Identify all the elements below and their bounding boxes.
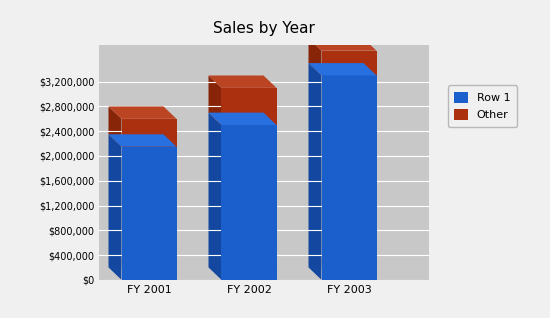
Polygon shape (208, 267, 277, 280)
Polygon shape (322, 75, 377, 280)
Polygon shape (108, 134, 122, 280)
Polygon shape (208, 75, 277, 88)
Legend: Row 1, Other: Row 1, Other (448, 85, 517, 127)
Polygon shape (309, 38, 377, 51)
Polygon shape (222, 125, 277, 280)
Polygon shape (108, 107, 122, 147)
Title: Sales by Year: Sales by Year (213, 21, 315, 36)
Polygon shape (309, 267, 377, 280)
Polygon shape (322, 51, 377, 75)
Polygon shape (208, 75, 222, 125)
Polygon shape (208, 113, 277, 125)
Polygon shape (309, 38, 322, 75)
Polygon shape (309, 63, 322, 280)
Polygon shape (86, 32, 99, 280)
Polygon shape (108, 267, 177, 280)
Polygon shape (222, 88, 277, 125)
Polygon shape (122, 119, 177, 147)
Polygon shape (208, 113, 222, 280)
Polygon shape (122, 147, 177, 280)
Polygon shape (108, 134, 177, 147)
Polygon shape (108, 107, 177, 119)
Polygon shape (309, 63, 377, 75)
